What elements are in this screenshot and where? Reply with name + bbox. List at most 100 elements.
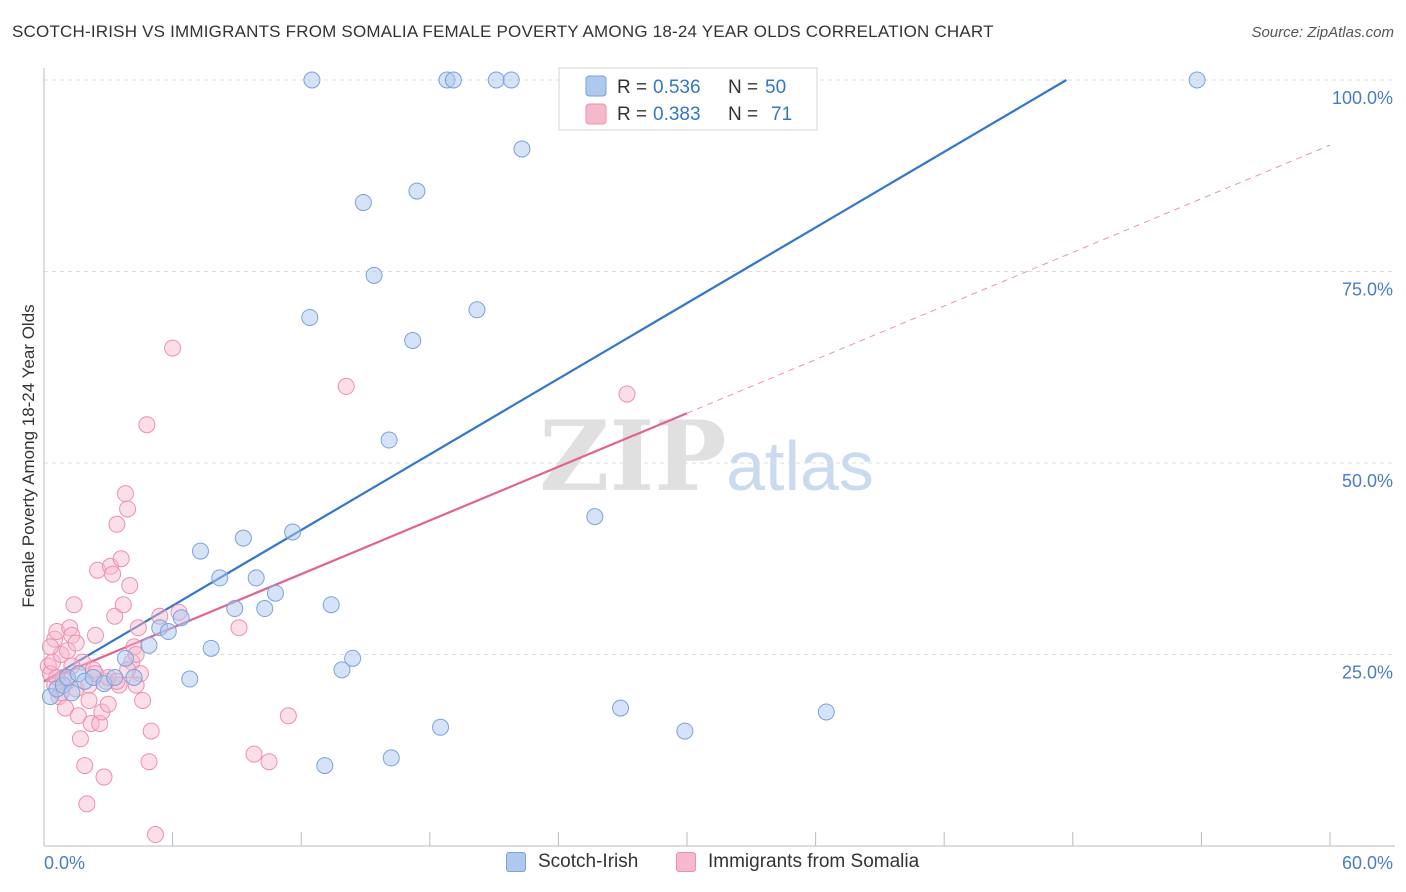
point-scotch-irish — [432, 718, 450, 736]
point-scotch-irish — [676, 722, 694, 740]
point-somalia — [41, 638, 59, 656]
legend-r-value-2: 0.383 — [653, 104, 701, 125]
point-somalia — [112, 550, 130, 568]
point-somalia — [78, 795, 96, 813]
x-tick-label: 60.0% — [1342, 853, 1393, 873]
point-somalia — [121, 577, 139, 595]
point-somalia — [618, 385, 636, 403]
point-somalia — [95, 768, 113, 786]
point-scotch-irish — [191, 542, 209, 560]
point-somalia — [99, 695, 117, 713]
point-somalia — [80, 691, 98, 709]
bottom-legend: Scotch-Irish Immigrants from Somalia — [0, 851, 1406, 877]
point-somalia — [67, 634, 85, 652]
point-somalia — [138, 416, 156, 434]
y-tick-label: 50.0% — [1342, 471, 1393, 491]
legend-label-somalia: Immigrants from Somalia — [708, 851, 920, 872]
point-scotch-irish — [333, 661, 351, 679]
point-scotch-irish — [106, 668, 124, 686]
point-somalia — [146, 826, 164, 844]
point-somalia — [82, 714, 100, 732]
point-scotch-irish — [266, 584, 284, 602]
point-scotch-irish — [303, 71, 321, 89]
point-scotch-irish — [211, 569, 229, 587]
x-tick-label: 0.0% — [44, 853, 85, 873]
point-scotch-irish — [202, 639, 220, 657]
legend-r-value-1: 0.536 — [653, 77, 701, 98]
point-scotch-irish — [354, 194, 372, 212]
legend-item-somalia[interactable]: Immigrants from Somalia — [676, 851, 919, 873]
x-tick-labels: 0.0% 60.0% — [44, 853, 1393, 873]
point-somalia — [86, 626, 104, 644]
point-scotch-irish — [344, 649, 362, 667]
watermark-atlas: atlas — [726, 427, 874, 505]
point-somalia — [119, 500, 137, 518]
point-somalia — [337, 377, 355, 395]
point-scotch-irish — [226, 600, 244, 618]
point-scotch-irish — [817, 703, 835, 721]
point-somalia — [260, 753, 278, 771]
legend-swatch-scotch-irish — [585, 75, 607, 97]
point-scotch-irish — [444, 71, 462, 89]
point-scotch-irish — [404, 331, 422, 349]
point-somalia — [106, 607, 124, 625]
point-somalia — [164, 339, 182, 357]
point-scotch-irish — [234, 529, 252, 547]
point-scotch-irish — [586, 508, 604, 526]
point-scotch-irish — [468, 301, 486, 319]
trend-lines — [43, 79, 1331, 683]
point-scotch-irish — [487, 71, 505, 89]
point-somalia — [279, 707, 297, 725]
point-somalia — [129, 619, 147, 637]
chart-title: SCOTCH-IRISH VS IMMIGRANTS FROM SOMALIA … — [12, 22, 994, 41]
point-somalia — [104, 565, 122, 583]
point-scotch-irish — [322, 596, 340, 614]
point-scotch-irish — [1188, 71, 1206, 89]
point-scotch-irish — [159, 623, 177, 641]
legend-n-value-1: 50 — [765, 77, 786, 98]
point-scotch-irish — [408, 182, 426, 200]
point-scotch-irish — [172, 609, 190, 627]
y-tick-label: 75.0% — [1342, 280, 1393, 300]
point-somalia — [71, 730, 89, 748]
trend-line-somalia — [43, 412, 688, 683]
point-scotch-irish — [301, 308, 319, 326]
point-scotch-irish — [513, 140, 531, 158]
trend-line-somalia-extension — [686, 144, 1331, 414]
point-somalia — [69, 707, 87, 725]
legend-label-scotch-irish: Scotch-Irish — [538, 851, 639, 872]
point-somalia — [116, 485, 134, 503]
legend-swatch-somalia — [585, 103, 607, 125]
trend-line-scotch-irish — [43, 79, 1067, 683]
legend-r-label-2: R = — [617, 104, 647, 125]
point-somalia — [114, 596, 132, 614]
legend-r-label-1: R = — [617, 77, 647, 98]
point-scotch-irish — [612, 699, 630, 717]
source-credit: Source: ZipAtlas.com — [1251, 24, 1394, 41]
point-somalia — [76, 757, 94, 775]
point-somalia — [230, 619, 248, 637]
y-tick-label: 100.0% — [1332, 88, 1393, 108]
point-scotch-irish — [365, 266, 383, 284]
point-somalia — [140, 753, 158, 771]
y-tick-labels: 25.0% 50.0% 75.0% 100.0% — [1332, 88, 1393, 683]
point-scotch-irish — [140, 636, 158, 654]
point-somalia — [142, 722, 160, 740]
y-axis-label: Female Poverty Among 18-24 Year Olds — [19, 304, 38, 607]
point-scotch-irish — [256, 600, 274, 618]
point-somalia — [65, 596, 83, 614]
legend-swatch-blue — [506, 852, 526, 872]
point-scotch-irish — [316, 757, 334, 775]
point-scotch-irish — [116, 649, 134, 667]
legend-item-scotch-irish[interactable]: Scotch-Irish — [506, 851, 638, 873]
point-scotch-irish — [382, 749, 400, 767]
point-somalia — [134, 691, 152, 709]
point-scotch-irish — [63, 684, 81, 702]
point-scotch-irish — [380, 431, 398, 449]
legend-n-label-2: N = — [728, 104, 758, 125]
point-scotch-irish — [284, 523, 302, 541]
y-tick-label: 25.0% — [1342, 663, 1393, 683]
data-points — [39, 71, 1206, 844]
point-scotch-irish — [247, 569, 265, 587]
